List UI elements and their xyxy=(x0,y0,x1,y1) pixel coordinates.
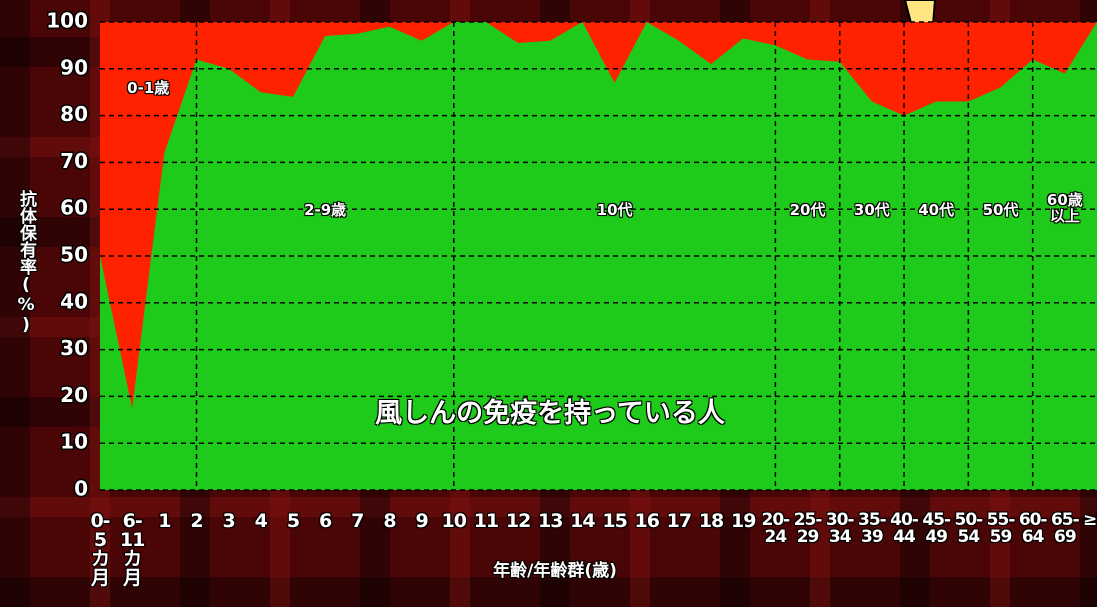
x-tick-label: 16 xyxy=(634,510,660,532)
x-tick-label: 12 xyxy=(505,510,531,532)
y-tick-label: 10 xyxy=(60,430,88,454)
y-axis-title: 抗体保有率(%) xyxy=(16,190,36,335)
x-tick-label: 10 xyxy=(441,510,467,532)
x-tick-label: 65-69 xyxy=(1050,510,1080,547)
x-tick-label: 20-24 xyxy=(761,510,791,547)
group-label: 40代 xyxy=(918,201,955,219)
x-tick-label: 7 xyxy=(351,510,364,532)
x-tick-label: 11 xyxy=(473,510,499,532)
x-tick-label: 3 xyxy=(222,510,236,532)
y-tick-label: 20 xyxy=(60,383,88,407)
x-tick-label: 50-54 xyxy=(954,510,983,547)
x-tick-label: 35-39 xyxy=(858,510,887,547)
group-label: 30代 xyxy=(853,201,890,219)
y-tick-label: 60 xyxy=(60,196,88,220)
group-label: 2-9歳 xyxy=(304,201,347,219)
x-tick-label: 60-64 xyxy=(1018,510,1048,547)
y-tick-label: 70 xyxy=(60,149,88,173)
x-tick-label: 1 xyxy=(158,510,171,532)
x-tick-label: 0-5カ月 xyxy=(90,510,110,589)
x-tick-label: 19 xyxy=(730,510,756,532)
x-tick-label: 25-29 xyxy=(793,510,823,547)
x-tick-label: 40-44 xyxy=(890,510,919,547)
x-tick-label: 4 xyxy=(254,510,268,532)
x-tick-label: ≥70 xyxy=(1083,510,1097,530)
x-tick-label: 15 xyxy=(602,510,627,532)
y-tick-label: 90 xyxy=(60,55,88,79)
x-tick-label: 17 xyxy=(666,510,692,532)
x-tick-label: 9 xyxy=(415,510,428,532)
x-axis-title: 年齢/年齢群(歳) xyxy=(493,561,617,581)
y-tick-label: 100 xyxy=(46,9,88,33)
y-tick-label: 30 xyxy=(60,336,88,360)
x-tick-label: 5 xyxy=(286,510,300,532)
x-tick-label: 18 xyxy=(698,510,724,532)
group-label: 10代 xyxy=(596,201,633,219)
x-tick-label: 30-34 xyxy=(825,510,855,547)
x-tick-label: 14 xyxy=(570,510,595,532)
y-tick-label: 40 xyxy=(60,289,88,313)
x-tick-label: 8 xyxy=(383,510,396,532)
y-tick-label: 0 xyxy=(74,477,88,501)
x-tick-label: 13 xyxy=(538,510,563,532)
x-tick-label: 2 xyxy=(190,510,203,532)
x-tick-label: 55-59 xyxy=(986,510,1016,547)
group-label: 20代 xyxy=(789,201,826,219)
x-tick-label: 45-49 xyxy=(922,510,951,547)
y-tick-label: 50 xyxy=(60,243,88,267)
group-label: 50代 xyxy=(982,201,1019,219)
x-tick-label: 6 xyxy=(319,510,332,532)
area-label: 風しんの免疫を持っている人 xyxy=(375,398,725,429)
group-label: 60歳 以上 xyxy=(1046,191,1083,225)
y-tick-label: 80 xyxy=(60,102,88,126)
x-tick-label: 6-11カ月 xyxy=(119,510,145,589)
group-label: 0-1歳 xyxy=(127,79,170,97)
